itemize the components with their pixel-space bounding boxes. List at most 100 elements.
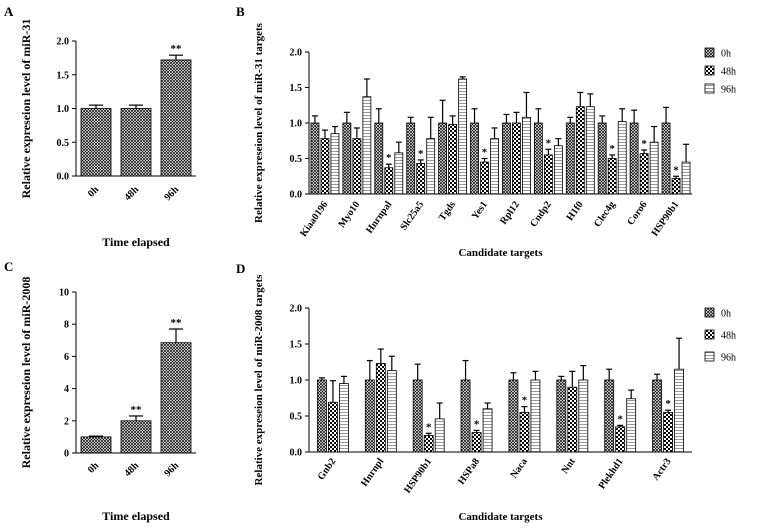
y-tick-label-a: 0.5 (57, 138, 70, 149)
bar-b (649, 141, 659, 195)
significance-mark-d: * (474, 418, 480, 430)
y-tick-label-d: 1.0 (290, 376, 303, 387)
significance-mark-b: * (386, 152, 392, 164)
x-tick-label-d: HSP90b1 (402, 456, 434, 495)
bar-b (490, 138, 499, 195)
bar-b (310, 122, 320, 195)
y-tick-label-b: 0.5 (290, 154, 303, 165)
bar-b (629, 122, 639, 195)
panel-label-a: A (4, 4, 14, 19)
x-axis-label-a: Time elapsed (102, 235, 170, 249)
legend-label-d: 0h (721, 309, 731, 320)
y-tick-label-b: 0.0 (290, 190, 303, 201)
legend-swatch-d (704, 329, 715, 340)
legend-label-b: 96h (721, 85, 736, 96)
legend-swatch-b (704, 65, 715, 76)
bar-b (470, 122, 479, 195)
bar-a (160, 59, 192, 177)
y-tick-label-c: 0 (64, 449, 69, 460)
x-axis-label-b: Candidate targets (458, 247, 543, 259)
legend-swatch-b (704, 83, 715, 94)
y-tick-label-c: 2 (64, 416, 69, 427)
x-tick-label-b: Myo10 (336, 199, 362, 229)
bar-d (364, 379, 375, 453)
bar-d (578, 379, 589, 453)
bar-d (556, 379, 567, 453)
bar-d (339, 383, 349, 453)
significance-mark-b: * (546, 137, 552, 149)
bar-b (543, 154, 553, 195)
bar-d (386, 370, 397, 453)
bar-b (553, 145, 563, 195)
y-tick-label-d: 2.0 (290, 304, 303, 315)
x-tick-label-c: 96h (162, 460, 181, 479)
y-tick-label-c: 8 (64, 320, 69, 331)
bar-b (617, 121, 627, 195)
significance-mark-b: * (609, 143, 615, 155)
x-tick-label-d: HSPa8 (456, 456, 482, 486)
significance-mark-c: ** (171, 317, 183, 329)
bar-b (362, 96, 372, 195)
x-tick-label-d: Nnt (560, 456, 579, 476)
y-axis-label-d: Relative expreseion level of miR-2008 ta… (253, 274, 265, 486)
significance-mark-d: * (522, 395, 528, 407)
bar-d (412, 379, 423, 453)
x-axis-label-d: Candidate targets (458, 511, 543, 523)
bar-d (615, 426, 626, 453)
significance-mark-b: * (418, 148, 424, 160)
bar-d (482, 408, 493, 453)
bar-d (375, 363, 386, 453)
bar-b (426, 138, 436, 195)
bar-d (652, 379, 662, 453)
x-axis-label-c: Time elapsed (102, 509, 170, 523)
y-tick-label-b: 1.0 (290, 119, 303, 130)
bar-d (626, 398, 637, 453)
bar-b (565, 122, 575, 195)
bar-b (438, 122, 448, 195)
significance-mark-b: * (482, 147, 488, 159)
bar-b (416, 163, 426, 195)
y-tick-label-a: 2.0 (57, 37, 70, 48)
significance-mark-d: * (665, 398, 671, 410)
x-tick-label-c: 0h (86, 460, 102, 476)
x-tick-label-d: Actr3 (650, 456, 673, 482)
bar-b (671, 177, 681, 195)
bar-d (508, 379, 519, 453)
bar-d (423, 435, 434, 453)
y-tick-label-b: 2.0 (290, 48, 303, 59)
legend-label-d: 48h (721, 331, 736, 342)
y-tick-label-c: 10 (59, 288, 69, 299)
x-tick-label-b: HSP90b1 (650, 199, 682, 238)
legend-label-d: 96h (721, 353, 736, 364)
x-tick-label-a: 48h (122, 184, 141, 203)
bar-b (533, 122, 543, 195)
y-tick-label-c: 4 (64, 384, 69, 395)
x-tick-label-b: Rpl12 (498, 199, 522, 226)
bar-b (681, 161, 691, 195)
bar-a (120, 108, 152, 177)
y-tick-label-a: 0.0 (57, 172, 70, 183)
bar-b (585, 106, 595, 195)
bar-d (471, 432, 482, 453)
bar-b (342, 122, 352, 195)
panel-label-c: C (4, 259, 14, 274)
x-tick-label-b: Coro6 (625, 199, 649, 227)
bar-d (328, 401, 338, 453)
y-tick-label-d: 0.5 (290, 412, 303, 423)
x-tick-label-a: 96h (162, 184, 181, 203)
x-tick-label-b: Kiaa0196 (298, 199, 330, 239)
x-tick-label-b: H1f0 (565, 199, 586, 223)
x-tick-label-d: Gnb2 (316, 456, 339, 482)
x-tick-label-d: Naca (508, 456, 529, 480)
legend-swatch-d (704, 307, 715, 318)
y-tick-label-d: 1.5 (290, 340, 303, 351)
bar-b (597, 122, 607, 195)
x-tick-label-b: Slc25a5 (398, 199, 426, 232)
bar-b (639, 153, 649, 195)
bar-d (604, 379, 615, 453)
x-tick-label-b: Cndp2 (528, 199, 554, 229)
y-tick-label-a: 1.0 (57, 104, 70, 115)
bar-c (80, 436, 112, 454)
bar-b (512, 122, 521, 195)
bar-b (607, 158, 617, 195)
